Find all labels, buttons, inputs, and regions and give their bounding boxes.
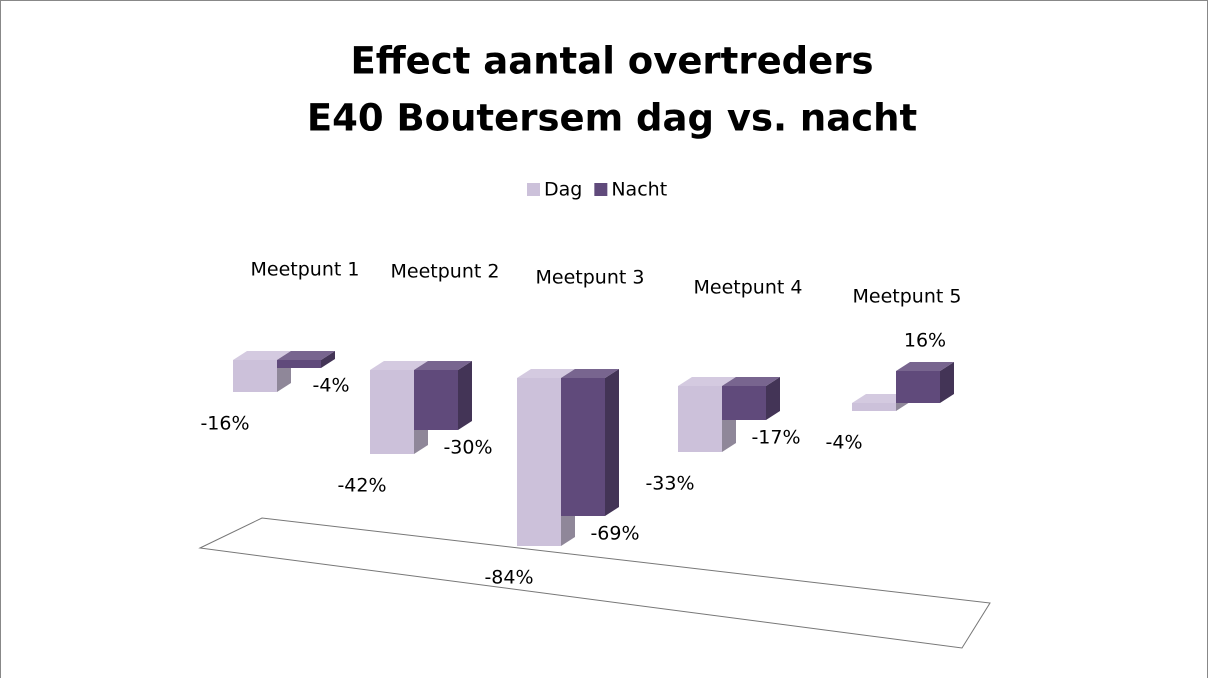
bar (277, 360, 321, 368)
bar-top (370, 361, 428, 370)
value-label: -84% (484, 567, 533, 589)
legend-label: Nacht (611, 179, 667, 201)
value-label: -42% (337, 475, 386, 497)
bar (678, 386, 722, 452)
bar-top (414, 361, 472, 370)
bar-side (940, 362, 954, 403)
value-label: 16% (904, 330, 946, 352)
chart-title: Effect aantal overtreders (350, 40, 873, 83)
bar-side (321, 351, 335, 368)
bar (414, 370, 458, 430)
value-label: -4% (826, 432, 863, 454)
bar-top (277, 351, 335, 360)
x-tick-label: Meetpunt 3 (536, 267, 645, 289)
bar (722, 386, 766, 420)
chart-title: E40 Boutersem dag vs. nacht (307, 97, 917, 140)
x-tick-label: Meetpunt 2 (391, 261, 500, 283)
bar-top (517, 369, 575, 378)
bar (370, 370, 414, 454)
bar-top (678, 377, 736, 386)
x-tick-label: Meetpunt 5 (853, 286, 962, 308)
x-tick-label: Meetpunt 1 (251, 259, 360, 281)
bar (561, 378, 605, 516)
value-label: -33% (645, 473, 694, 495)
bar (233, 360, 277, 392)
legend-label: Dag (544, 179, 582, 201)
bar-top (896, 362, 954, 371)
bar (896, 371, 940, 403)
value-label: -16% (200, 413, 249, 435)
bar (852, 403, 896, 411)
value-label: -69% (590, 523, 639, 545)
bar (517, 378, 561, 546)
x-tick-label: Meetpunt 4 (694, 277, 803, 299)
bar-top (561, 369, 619, 378)
value-label: -30% (443, 437, 492, 459)
legend-swatch (527, 183, 540, 196)
bar-side (458, 361, 472, 430)
floor (198, 517, 991, 649)
value-label: -4% (313, 375, 350, 397)
bar-top (722, 377, 780, 386)
bar-side (605, 369, 619, 516)
bar-side (766, 377, 780, 420)
bar-top (852, 394, 910, 403)
value-label: -17% (751, 427, 800, 449)
bar-top (233, 351, 291, 360)
legend-swatch (594, 183, 608, 196)
